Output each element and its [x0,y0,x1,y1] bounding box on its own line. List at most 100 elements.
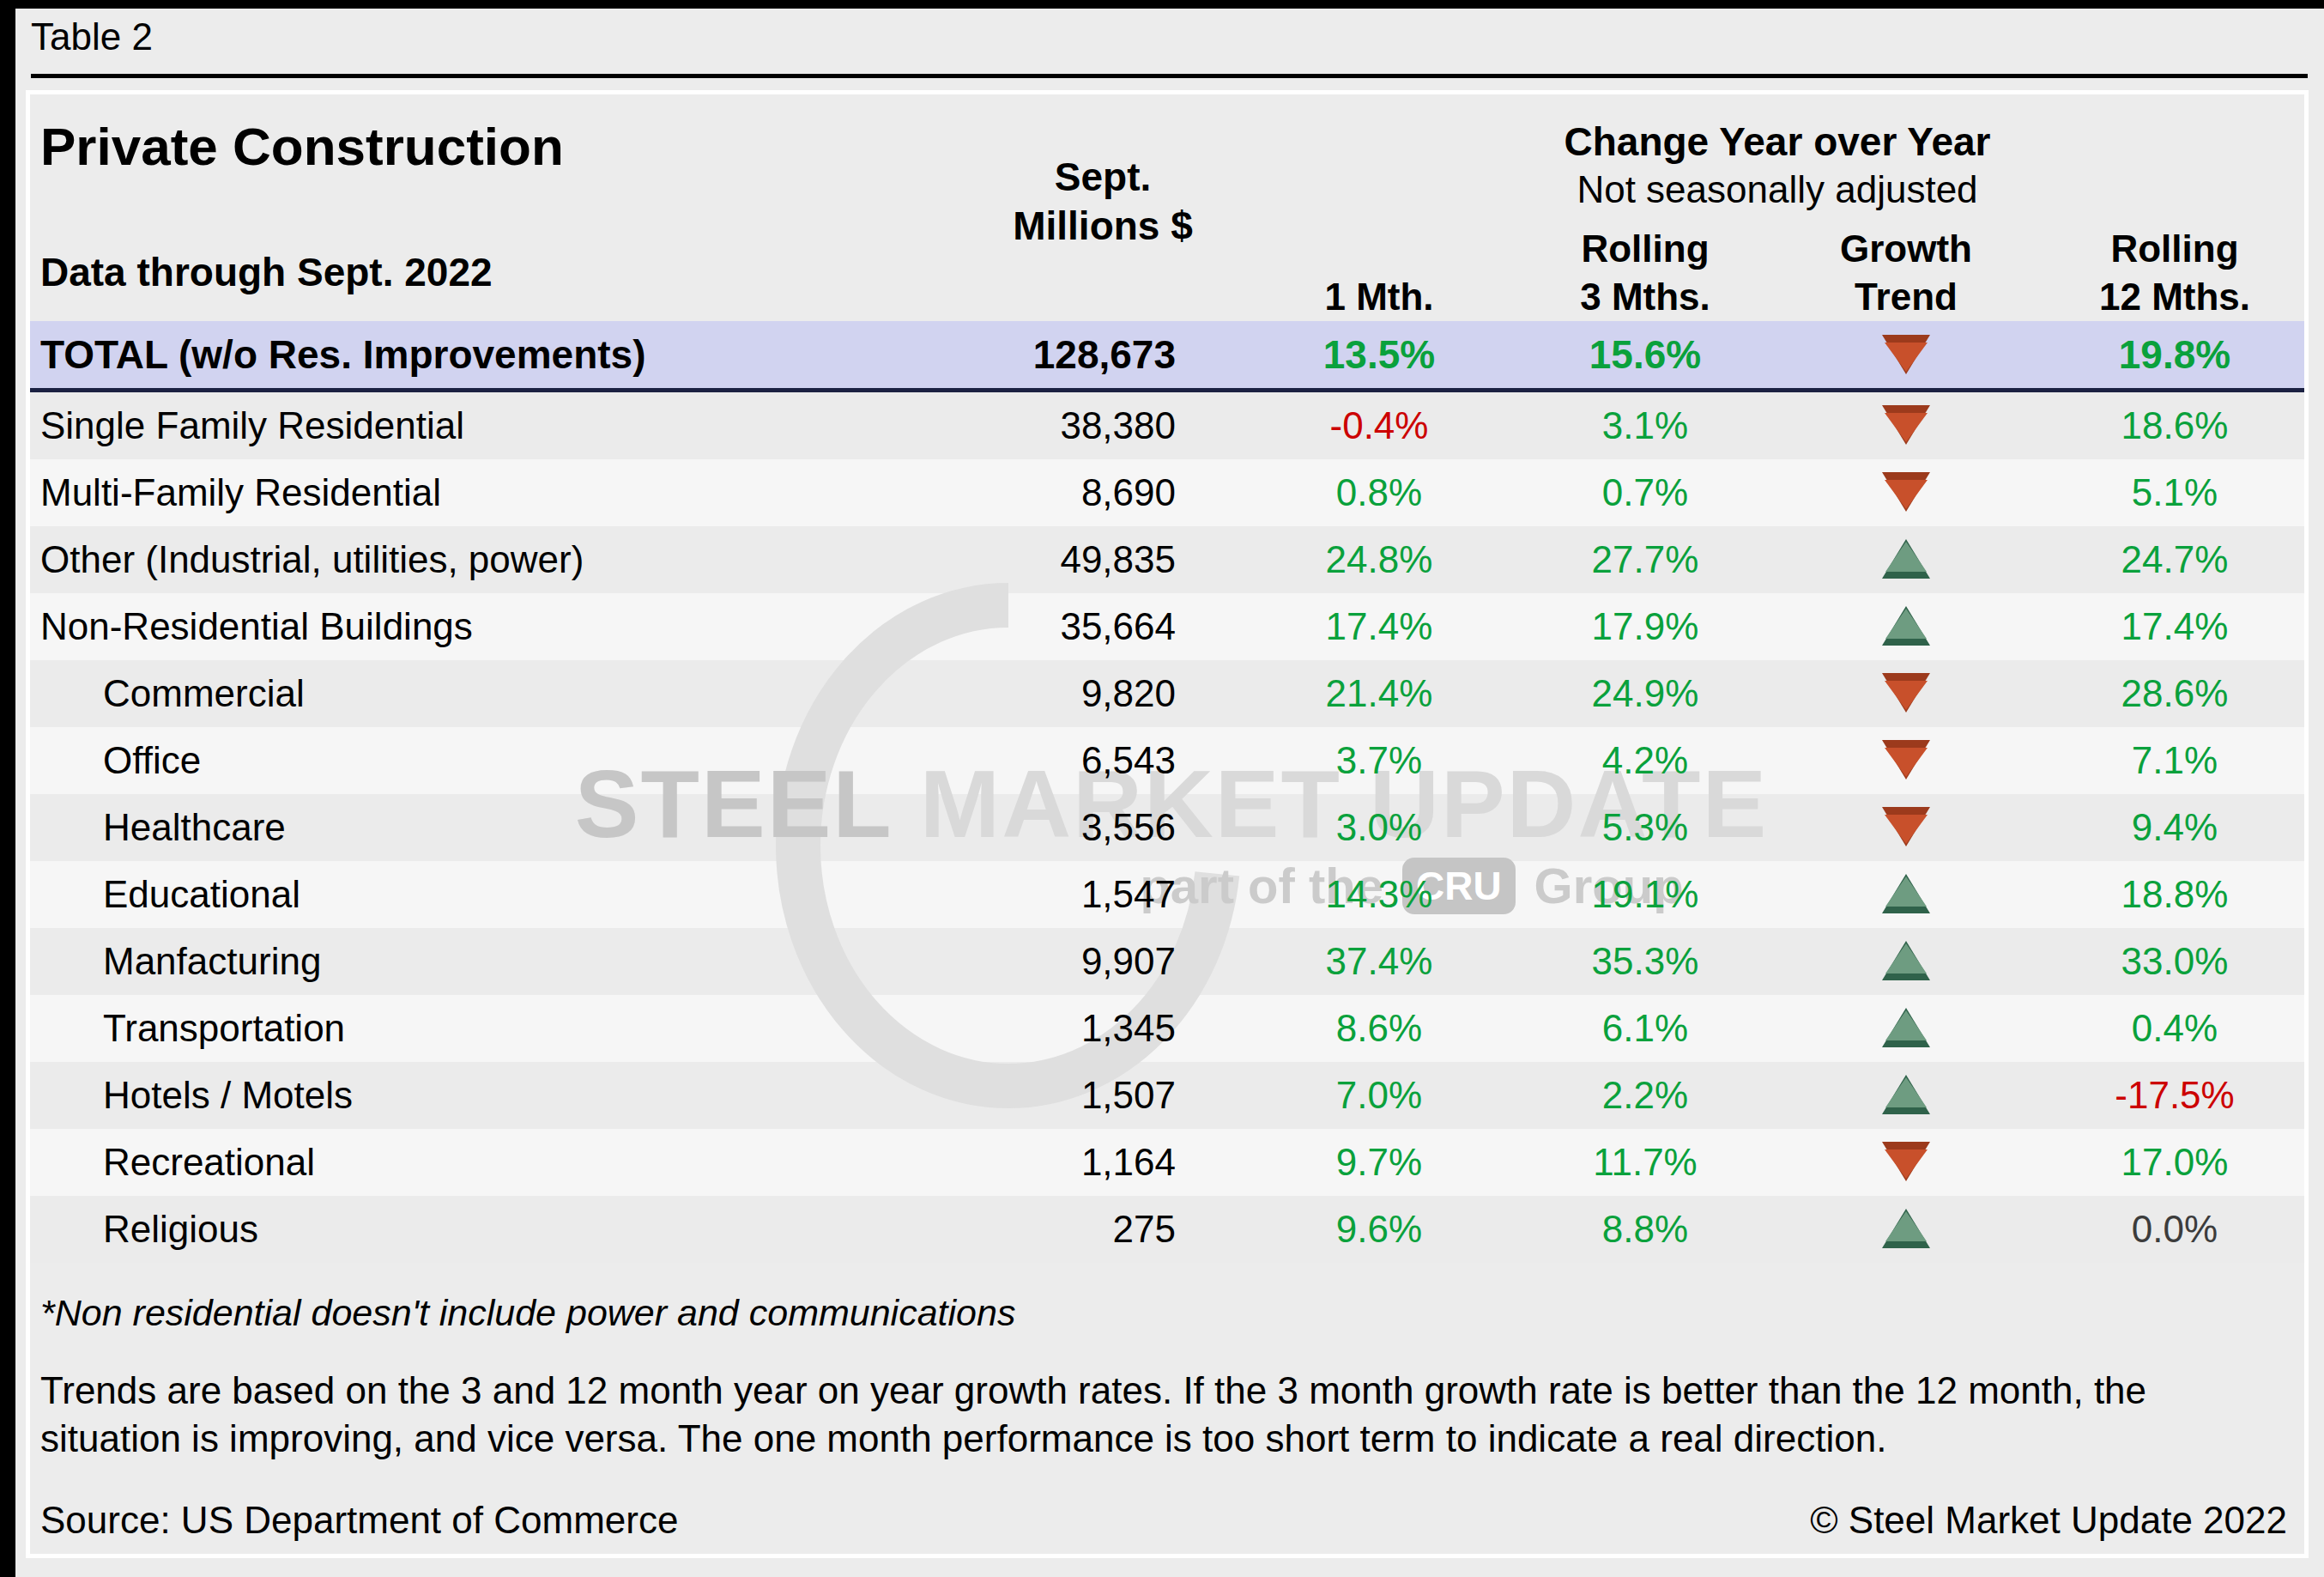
trend-up-icon [1882,1209,1930,1248]
title-divider [31,74,2308,78]
row-1mth: 21.4% [1250,660,1508,727]
row-rolling-3mths: 2.2% [1516,1062,1774,1129]
table-row: Other (Industrial, utilities, power)49,8… [30,526,2304,593]
column-header-1mth: 1 Mth. [1250,273,1508,321]
row-value-millions: 8,690 [884,459,1176,526]
table-row: Commercial9,82021.4%24.9%28.6% [30,660,2304,727]
row-1mth: 9.6% [1250,1196,1508,1263]
row-rolling-12mths: 33.0% [2046,928,2303,995]
row-rolling-12mths: 5.1% [2046,459,2303,526]
trend-down-icon [1882,807,1930,846]
table-row: Manfacturing9,90737.4%35.3%33.0% [30,928,2304,995]
row-label: Manfacturing [103,928,961,995]
data-through-subtitle: Data through Sept. 2022 [40,249,493,295]
row-value-millions: 1,164 [884,1129,1176,1196]
row-rolling-3mths: 6.1% [1516,995,1774,1062]
copyright: © Steel Market Update 2022 [1810,1499,2287,1542]
table-frame: STEEL MARKET UPDATE part of the CRU Grou… [26,90,2309,1558]
row-rolling-3mths: 27.7% [1516,526,1774,593]
row-trend-cell [1777,1062,2035,1129]
row-1mth: 3.0% [1250,794,1508,861]
row-value-millions: 49,835 [884,526,1176,593]
row-trend-cell [1777,928,2035,995]
row-label: TOTAL (w/o Res. Improvements) [40,321,899,388]
row-value-millions: 9,820 [884,660,1176,727]
row-label: Educational [103,861,961,928]
not-seasonally-adjusted-note: Not seasonally adjusted [1250,168,2304,211]
column-header-millions: Sept. Millions $ [905,153,1300,251]
row-trend-cell [1777,660,2035,727]
row-1mth: 7.0% [1250,1062,1508,1129]
row-label: Non-Residential Buildings [40,593,899,660]
row-rolling-12mths: 18.6% [2046,392,2303,459]
row-rolling-12mths: 18.8% [2046,861,2303,928]
row-1mth: 17.4% [1250,593,1508,660]
row-1mth: 9.7% [1250,1129,1508,1196]
row-1mth: 14.3% [1250,861,1508,928]
row-rolling-3mths: 4.2% [1516,727,1774,794]
row-rolling-12mths: 17.0% [2046,1129,2303,1196]
row-label: Transportation [103,995,961,1062]
table-row: Religious2759.6%8.8%0.0% [30,1196,2304,1263]
table-row: Recreational1,164 9.7%11.7% 17.0% [30,1129,2304,1196]
row-rolling-12mths: 24.7% [2046,526,2303,593]
trend-up-icon [1882,1075,1930,1114]
table-row: Transportation1,3458.6%6.1%0.4% [30,995,2304,1062]
row-rolling-3mths: 19.1% [1516,861,1774,928]
row-trend-cell [1777,794,2035,861]
trend-down-icon [1882,1142,1930,1181]
report-page: Table 2 STEEL MARKET UPDATE part of the … [15,9,2324,1577]
row-trend-cell [1777,593,2035,660]
table-row: Office6,5433.7%4.2%7.1% [30,727,2304,794]
trend-up-icon [1882,941,1930,980]
row-trend-cell [1777,459,2035,526]
row-rolling-3mths: 35.3% [1516,928,1774,995]
row-1mth: 8.6% [1250,995,1508,1062]
row-label: Multi-Family Residential [40,459,899,526]
row-value-millions: 128,673 [884,321,1176,388]
row-rolling-3mths: 5.3% [1516,794,1774,861]
row-value-millions: 275 [884,1196,1176,1263]
table-row: Multi-Family Residential8,6900.8%0.7%5.1… [30,459,2304,526]
row-value-millions: 35,664 [884,593,1176,660]
row-label: Other (Industrial, utilities, power) [40,526,899,593]
row-trend-cell [1777,1196,2035,1263]
table-row: Educational1,547 14.3%19.1% 18.8% [30,861,2304,928]
row-rolling-12mths: -17.5% [2046,1062,2303,1129]
row-trend-cell [1777,727,2035,794]
row-trend-cell [1777,1129,2035,1196]
trend-up-icon [1882,539,1930,579]
trend-down-icon [1882,673,1930,713]
total-row: TOTAL (w/o Res. Improvements) 128,673 13… [30,321,2304,392]
row-value-millions: 6,543 [884,727,1176,794]
table-row: Hotels / Motels1,5077.0%2.2%-17.5% [30,1062,2304,1129]
row-rolling-3mths: 15.6% [1516,321,1774,388]
row-1mth: -0.4% [1250,392,1508,459]
row-label: Healthcare [103,794,961,861]
row-label: Commercial [103,660,961,727]
row-label: Office [103,727,961,794]
row-rolling-3mths: 24.9% [1516,660,1774,727]
row-rolling-3mths: 11.7% [1516,1129,1774,1196]
row-label: Single Family Residential [40,392,899,459]
row-1mth: 24.8% [1250,526,1508,593]
row-1mth: 13.5% [1250,321,1508,388]
trend-down-icon [1882,472,1930,512]
row-value-millions: 1,507 [884,1062,1176,1129]
column-header-rolling-3mths: Rolling 3 Mths. [1516,225,1774,321]
row-rolling-12mths: 9.4% [2046,794,2303,861]
column-header-growth-trend: Growth Trend [1777,225,2035,321]
row-rolling-12mths: 17.4% [2046,593,2303,660]
row-label: Recreational [103,1129,961,1196]
row-value-millions: 1,547 [884,861,1176,928]
trend-down-icon [1882,740,1930,779]
trend-up-icon [1882,606,1930,646]
row-trend-cell [1777,392,2035,459]
page-title: Private Construction [40,116,564,177]
footnote: *Non residential doesn't include power a… [40,1292,1015,1334]
column-header-rolling-12mths: Rolling 12 Mths. [2046,225,2303,321]
row-1mth: 0.8% [1250,459,1508,526]
row-trend-cell [1777,995,2035,1062]
change-yoy-header: Change Year over Year [1250,118,2304,165]
trend-down-icon [1882,335,1930,374]
